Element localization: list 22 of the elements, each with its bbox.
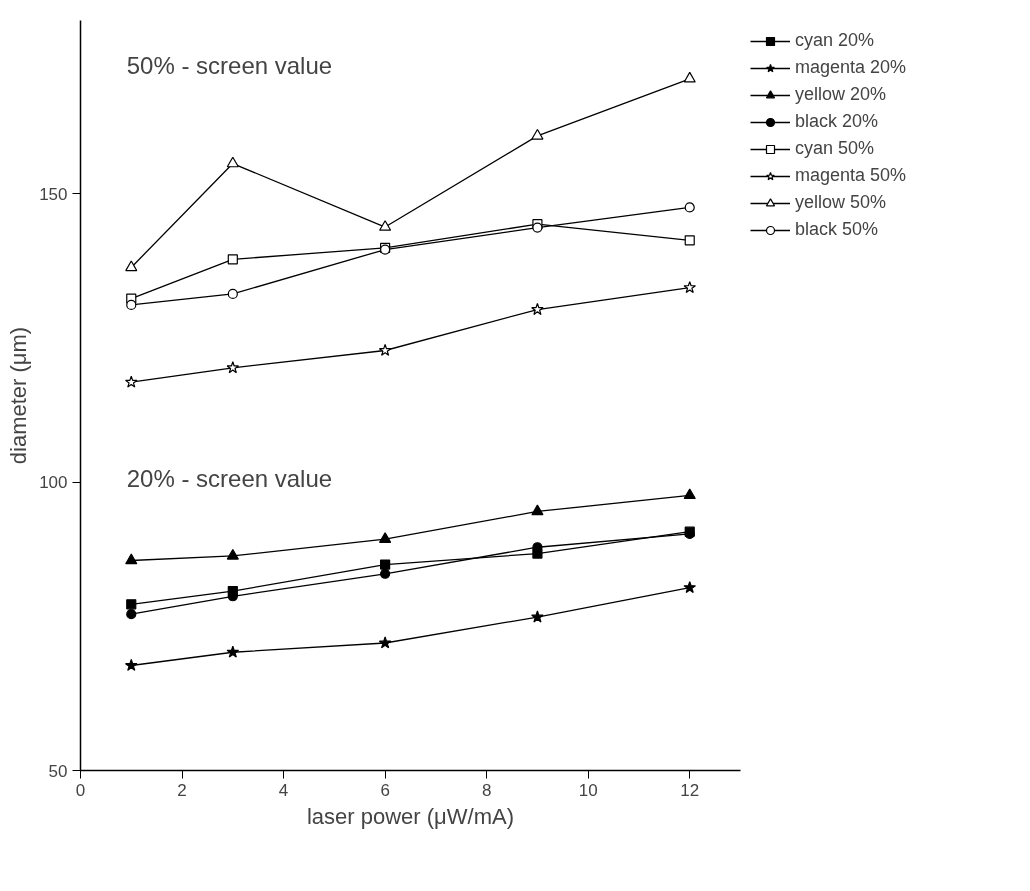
legend-label: cyan 20% — [795, 30, 875, 51]
x-tick-label: 12 — [680, 780, 700, 800]
x-tick-label: 10 — [578, 780, 598, 800]
x-tick-label: 8 — [481, 780, 492, 800]
x-tick-label: 4 — [278, 780, 289, 800]
legend-label: black 20% — [795, 111, 879, 132]
legend-label: yellow 20% — [795, 84, 887, 105]
legend-label: cyan 50% — [795, 138, 875, 159]
x-tick-label: 6 — [380, 780, 390, 800]
legend-label: magenta 20% — [795, 57, 907, 78]
x-axis-title: laser power (μW/mA) — [306, 803, 515, 829]
y-tick-label: 150 — [39, 184, 68, 204]
legend-label: yellow 50% — [795, 192, 887, 213]
x-tick-label: 2 — [177, 780, 187, 800]
legend-label: black 50% — [795, 219, 879, 240]
annotation: 50% - screen value — [126, 52, 333, 79]
y-axis-title: diameter (μm) — [6, 326, 32, 465]
y-tick-label: 50 — [48, 761, 68, 781]
x-tick-label: 0 — [75, 780, 86, 800]
y-tick-label: 100 — [39, 473, 68, 493]
legend-label: magenta 50% — [795, 165, 907, 186]
annotation: 20% - screen value — [126, 464, 333, 492]
